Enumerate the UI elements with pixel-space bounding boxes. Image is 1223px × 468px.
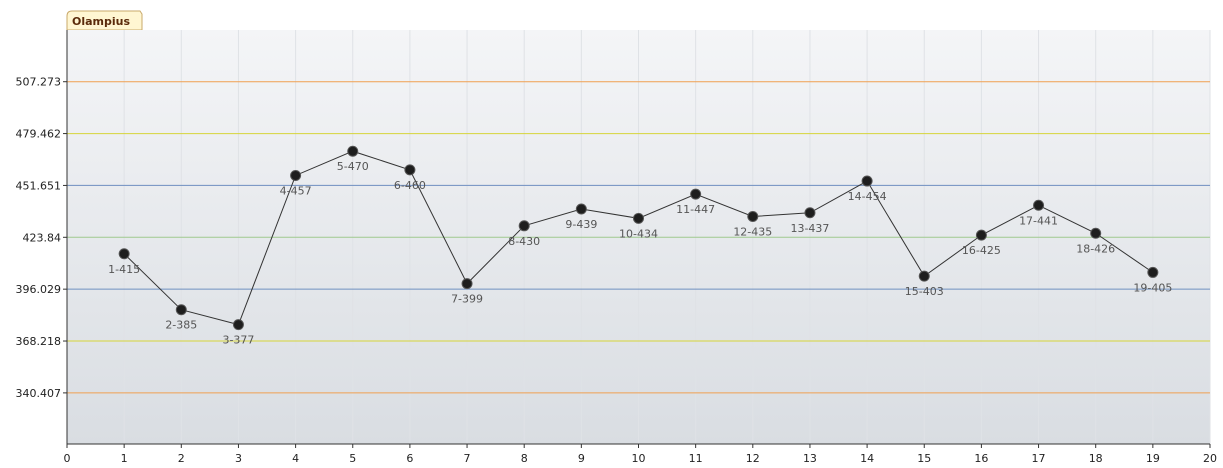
data-point[interactable] bbox=[290, 169, 302, 181]
x-tick-label: 18 bbox=[1089, 452, 1103, 465]
x-tick-label: 7 bbox=[464, 452, 471, 465]
data-point[interactable] bbox=[804, 207, 816, 219]
point-label: 2-385 bbox=[165, 319, 197, 332]
point-label: 7-399 bbox=[451, 293, 483, 306]
legend-tab-shape bbox=[66, 10, 143, 31]
x-tick-label: 8 bbox=[521, 452, 528, 465]
point-labels: 1-415 2-385 3-377 4-457 5-470 6-460 7-399 8-430… bbox=[108, 160, 1172, 346]
x-tick-label: 14 bbox=[860, 452, 874, 465]
data-point[interactable] bbox=[461, 278, 473, 290]
point-label: 18-426 bbox=[1076, 242, 1115, 255]
y-tick-label: 507.273 bbox=[16, 76, 62, 89]
data-point[interactable] bbox=[404, 164, 416, 176]
point-label: 8-430 bbox=[508, 235, 540, 248]
x-tick-label: 11 bbox=[689, 452, 703, 465]
point-label: 11-447 bbox=[676, 203, 715, 216]
x-tick-label: 13 bbox=[803, 452, 817, 465]
series-legend-tab[interactable]: Olampius bbox=[66, 10, 143, 31]
x-tick-label: 17 bbox=[1032, 452, 1046, 465]
x-tick-label: 6 bbox=[406, 452, 413, 465]
point-label: 4-457 bbox=[280, 184, 312, 197]
series-olampius bbox=[118, 145, 1159, 331]
data-point[interactable] bbox=[633, 212, 644, 224]
x-tick-label: 1 bbox=[121, 452, 128, 465]
data-point[interactable] bbox=[118, 248, 130, 260]
point-label: 13-437 bbox=[790, 222, 829, 235]
y-tick-label: 368.218 bbox=[16, 335, 62, 348]
y-tick-label: 423.84 bbox=[23, 231, 62, 244]
y-tick-label: 396.029 bbox=[16, 283, 62, 296]
data-point[interactable] bbox=[1147, 266, 1159, 278]
y-tick-label: 451.651 bbox=[16, 179, 62, 192]
point-label: 19-405 bbox=[1133, 281, 1172, 294]
data-point[interactable] bbox=[232, 319, 244, 331]
point-label: 3-377 bbox=[222, 334, 254, 347]
data-point[interactable] bbox=[175, 304, 187, 316]
x-tick-label: 16 bbox=[974, 452, 988, 465]
x-tick-label: 19 bbox=[1146, 452, 1160, 465]
reference-lines bbox=[67, 81, 1210, 394]
x-tick-label: 9 bbox=[578, 452, 585, 465]
point-label: 12-435 bbox=[733, 225, 772, 238]
y-axis-ticks: 340.407 368.218 396.029 423.84 451.651 479.46… bbox=[16, 76, 67, 400]
point-label: 5-470 bbox=[337, 160, 369, 173]
data-point[interactable] bbox=[975, 229, 987, 241]
x-axis-ticks: 0 1 2 3 4 5 6 7 8 9 10 11 12 13 14 15 16 17 18 19 20 bbox=[64, 444, 1217, 465]
point-label: 6-460 bbox=[394, 179, 426, 192]
x-tick-label: 10 bbox=[632, 452, 646, 465]
point-label: 17-441 bbox=[1019, 214, 1058, 227]
point-label: 15-403 bbox=[905, 285, 944, 298]
data-point[interactable] bbox=[747, 210, 759, 222]
point-label: 9-439 bbox=[565, 218, 597, 231]
point-label: 10-434 bbox=[619, 227, 658, 240]
point-label: 14-454 bbox=[848, 190, 887, 203]
point-label: 16-425 bbox=[962, 244, 1001, 257]
data-point[interactable] bbox=[1090, 227, 1102, 239]
x-tick-label: 3 bbox=[235, 452, 242, 465]
data-point[interactable] bbox=[1033, 199, 1045, 211]
data-point[interactable] bbox=[918, 270, 930, 282]
x-tick-label: 20 bbox=[1203, 452, 1217, 465]
data-point[interactable] bbox=[861, 175, 873, 187]
point-label: 1-415 bbox=[108, 263, 140, 276]
x-tick-label: 5 bbox=[349, 452, 356, 465]
x-tick-label: 15 bbox=[917, 452, 931, 465]
data-point[interactable] bbox=[575, 203, 587, 215]
legend-tab-label: Olampius bbox=[72, 15, 130, 28]
x-tick-label: 0 bbox=[64, 452, 71, 465]
y-tick-label: 340.407 bbox=[16, 387, 62, 400]
x-tick-label: 2 bbox=[178, 452, 185, 465]
x-tick-label: 4 bbox=[292, 452, 299, 465]
data-point[interactable] bbox=[347, 145, 359, 157]
x-tick-label: 12 bbox=[746, 452, 760, 465]
data-point[interactable] bbox=[690, 188, 702, 200]
data-point[interactable] bbox=[518, 220, 530, 232]
y-tick-label: 479.462 bbox=[16, 128, 62, 141]
